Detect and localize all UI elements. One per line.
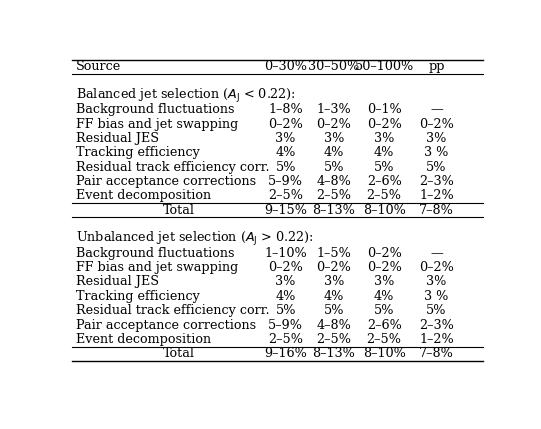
Text: 5%: 5% — [324, 161, 344, 174]
Text: 0–2%: 0–2% — [268, 261, 303, 274]
Text: 3%: 3% — [324, 132, 344, 145]
Text: Source: Source — [76, 60, 121, 73]
Text: 0–2%: 0–2% — [367, 247, 401, 260]
Text: 0–2%: 0–2% — [268, 118, 303, 131]
Text: Event decomposition: Event decomposition — [76, 190, 211, 202]
Text: 3%: 3% — [324, 275, 344, 288]
Text: 5%: 5% — [426, 304, 447, 317]
Text: 5–9%: 5–9% — [268, 318, 303, 332]
Text: 3 %: 3 % — [424, 290, 449, 303]
Text: 0–2%: 0–2% — [367, 118, 401, 131]
Text: 0–2%: 0–2% — [419, 261, 454, 274]
Text: 3%: 3% — [374, 275, 394, 288]
Text: 3%: 3% — [426, 132, 447, 145]
Text: 3%: 3% — [275, 275, 296, 288]
Text: pp: pp — [428, 60, 445, 73]
Text: 2–3%: 2–3% — [419, 318, 454, 332]
Text: 4%: 4% — [324, 290, 344, 303]
Text: 2–6%: 2–6% — [367, 318, 401, 332]
Text: Pair acceptance corrections: Pair acceptance corrections — [76, 175, 256, 188]
Text: 1–2%: 1–2% — [419, 333, 454, 346]
Text: 3%: 3% — [374, 132, 394, 145]
Text: Residual JES: Residual JES — [76, 132, 159, 145]
Text: Tracking efficiency: Tracking efficiency — [76, 290, 200, 303]
Text: 5%: 5% — [275, 304, 296, 317]
Text: 2–6%: 2–6% — [367, 175, 401, 188]
Text: 1–10%: 1–10% — [264, 247, 307, 260]
Text: Residual JES: Residual JES — [76, 275, 159, 288]
Text: 5%: 5% — [426, 161, 447, 174]
Text: 4%: 4% — [324, 146, 344, 160]
Text: 30–50%: 30–50% — [308, 60, 359, 73]
Text: 9–15%: 9–15% — [264, 204, 307, 217]
Text: 1–8%: 1–8% — [268, 103, 303, 116]
Text: 4–8%: 4–8% — [316, 318, 351, 332]
Text: 5%: 5% — [374, 304, 394, 317]
Text: 5–9%: 5–9% — [268, 175, 303, 188]
Text: FF bias and jet swapping: FF bias and jet swapping — [76, 261, 238, 274]
Text: Balanced jet selection ($A_\mathrm{J}$ < 0.22):: Balanced jet selection ($A_\mathrm{J}$ <… — [76, 87, 296, 105]
Text: 50–100%: 50–100% — [354, 60, 414, 73]
Text: Tracking efficiency: Tracking efficiency — [76, 146, 200, 160]
Text: 8–10%: 8–10% — [362, 204, 406, 217]
Text: Event decomposition: Event decomposition — [76, 333, 211, 346]
Text: 2–3%: 2–3% — [419, 175, 454, 188]
Text: 5%: 5% — [374, 161, 394, 174]
Text: 1–3%: 1–3% — [316, 103, 351, 116]
Text: 1–5%: 1–5% — [316, 247, 351, 260]
Text: 3%: 3% — [275, 132, 296, 145]
Text: 5%: 5% — [324, 304, 344, 317]
Text: Background fluctuations: Background fluctuations — [76, 103, 234, 116]
Text: Pair acceptance corrections: Pair acceptance corrections — [76, 318, 256, 332]
Text: 2–5%: 2–5% — [268, 333, 303, 346]
Text: Unbalanced jet selection ($A_\mathrm{J}$ > 0.22):: Unbalanced jet selection ($A_\mathrm{J}$… — [76, 230, 314, 248]
Text: 1–2%: 1–2% — [419, 190, 454, 202]
Text: 8–13%: 8–13% — [312, 204, 355, 217]
Text: 5%: 5% — [275, 161, 296, 174]
Text: 4%: 4% — [275, 290, 296, 303]
Text: 4%: 4% — [275, 146, 296, 160]
Text: 4%: 4% — [374, 146, 394, 160]
Text: Total: Total — [163, 347, 195, 360]
Text: 0–2%: 0–2% — [316, 118, 351, 131]
Text: 2–5%: 2–5% — [268, 190, 303, 202]
Text: 3 %: 3 % — [424, 146, 449, 160]
Text: —: — — [430, 103, 443, 116]
Text: Total: Total — [163, 204, 195, 217]
Text: 2–5%: 2–5% — [316, 190, 351, 202]
Text: 0–2%: 0–2% — [316, 261, 351, 274]
Text: 4–8%: 4–8% — [316, 175, 351, 188]
Text: Background fluctuations: Background fluctuations — [76, 247, 234, 260]
Text: FF bias and jet swapping: FF bias and jet swapping — [76, 118, 238, 131]
Text: 7–8%: 7–8% — [419, 347, 454, 360]
Text: 0–2%: 0–2% — [367, 261, 401, 274]
Text: 2–5%: 2–5% — [367, 333, 401, 346]
Text: 2–5%: 2–5% — [367, 190, 401, 202]
Text: 7–8%: 7–8% — [419, 204, 454, 217]
Text: Residual track efficiency corr.: Residual track efficiency corr. — [76, 161, 269, 174]
Text: 2–5%: 2–5% — [316, 333, 351, 346]
Text: 9–16%: 9–16% — [264, 347, 307, 360]
Text: 8–13%: 8–13% — [312, 347, 355, 360]
Text: Residual track efficiency corr.: Residual track efficiency corr. — [76, 304, 269, 317]
Text: 0–1%: 0–1% — [367, 103, 401, 116]
Text: 0–2%: 0–2% — [419, 118, 454, 131]
Text: 0–30%: 0–30% — [264, 60, 307, 73]
Text: 8–10%: 8–10% — [362, 347, 406, 360]
Text: 3%: 3% — [426, 275, 447, 288]
Text: —: — — [430, 247, 443, 260]
Text: 4%: 4% — [374, 290, 394, 303]
